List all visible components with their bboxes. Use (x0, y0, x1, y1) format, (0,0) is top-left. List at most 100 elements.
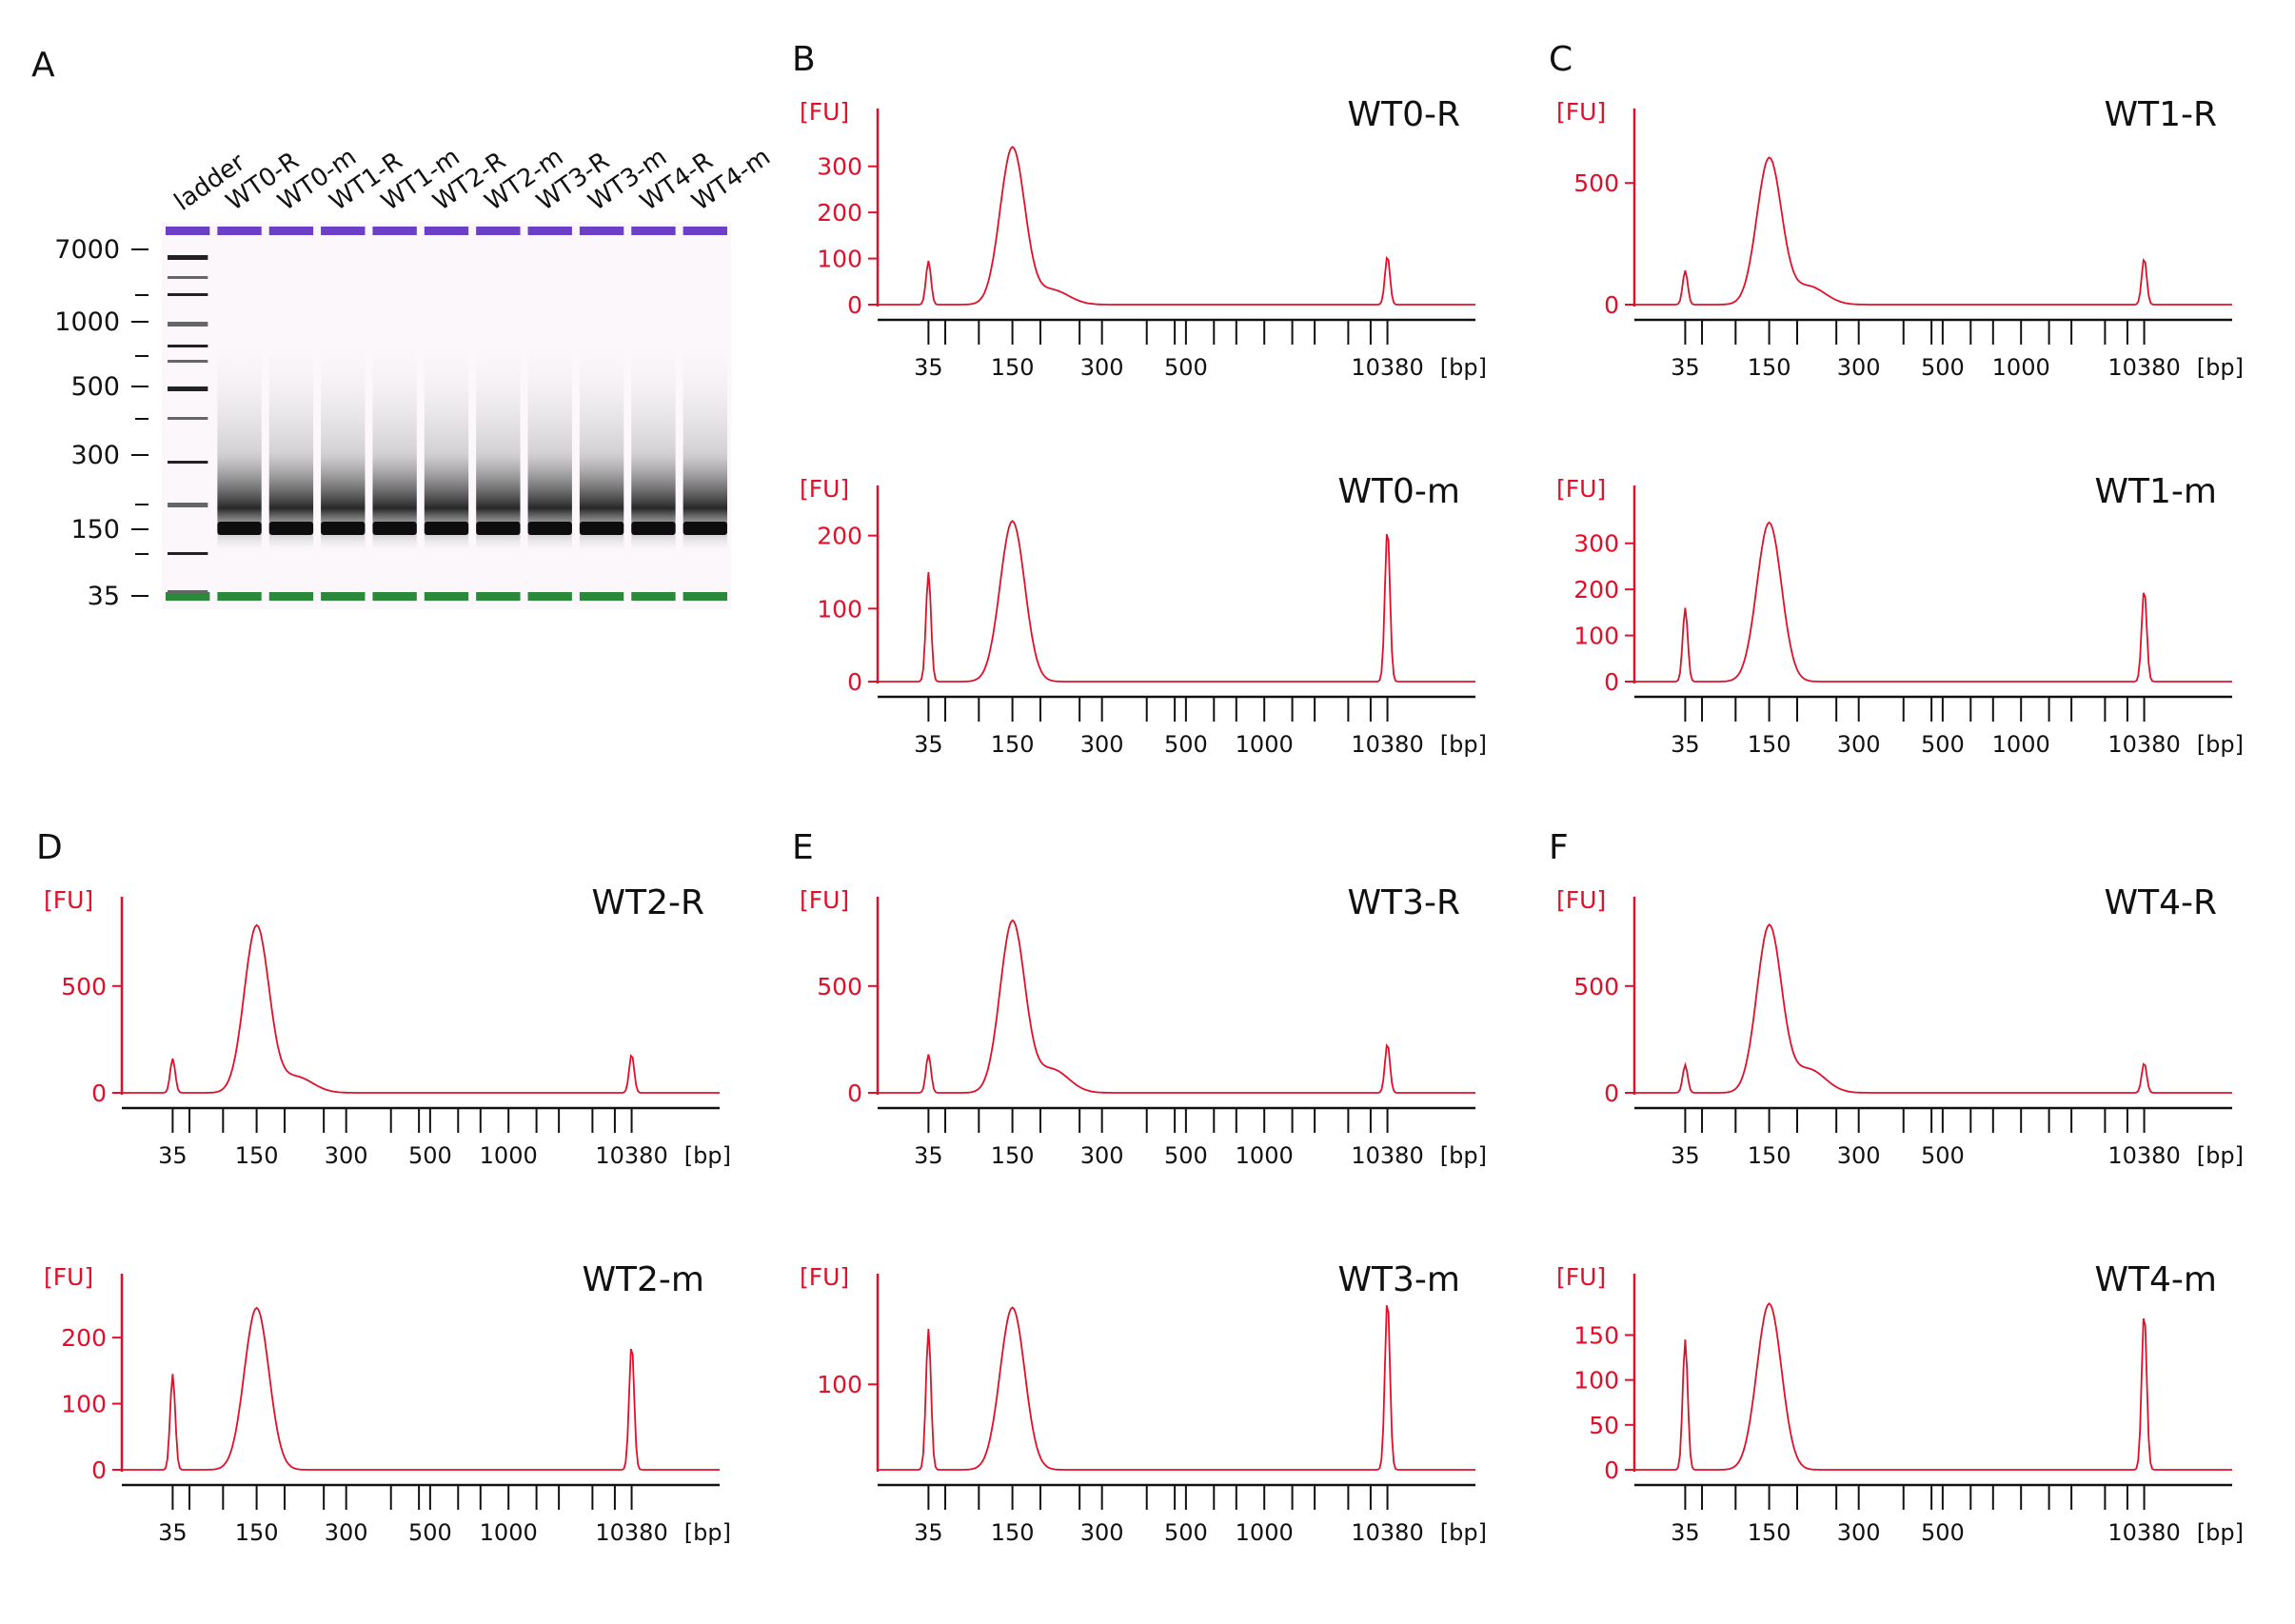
x-axis-unit: [bp] (684, 1519, 731, 1546)
y-tick-label: 200 (817, 199, 862, 227)
x-tick-label: 300 (1837, 1519, 1881, 1546)
upper-marker-band (631, 227, 676, 235)
sample-smear (579, 333, 624, 552)
sample-smear (321, 333, 366, 552)
ladder-band (168, 590, 208, 593)
gel-size-label: 150 (70, 515, 120, 545)
x-tick-label: 10380 (2107, 354, 2180, 381)
x-tick-label: 35 (914, 731, 943, 758)
gel-size-label: 300 (70, 441, 120, 470)
x-tick-label: 10380 (2107, 1142, 2180, 1169)
electropherogram-WT0-m: WT0-m [FU] 0 100 200 35 150 300 500 1000 10380 [bp] (800, 472, 1487, 758)
y-tick-label: 200 (817, 523, 862, 550)
sample-smear (683, 333, 727, 552)
y-axis-label: [FU] (800, 98, 849, 126)
x-tick-label: 500 (1164, 1519, 1208, 1546)
electropherogram-WT1-R: C WT1-R [FU] 0 500 35 150 300 500 1000 10380 [bp] (1549, 40, 2244, 381)
x-tick-label: 150 (1748, 731, 1791, 758)
x-tick-label: 300 (1080, 1519, 1124, 1546)
sample-smear (527, 333, 572, 552)
y-axis-label: [FU] (44, 1263, 93, 1291)
y-tick-label: 0 (1604, 1079, 1619, 1107)
y-tick-label: 100 (61, 1391, 107, 1418)
x-axis-unit: [bp] (2197, 1142, 2244, 1169)
y-tick-label: 500 (817, 973, 862, 1000)
x-tick-label: 150 (235, 1142, 279, 1169)
sample-main-band (424, 522, 469, 535)
x-axis-unit: [bp] (1440, 1519, 1487, 1546)
y-tick-label: 0 (847, 668, 862, 696)
x-tick-label: 300 (1837, 1142, 1881, 1169)
lower-marker-band (476, 592, 521, 601)
y-axis-label: [FU] (800, 886, 849, 914)
lower-marker-band (372, 592, 417, 601)
y-tick-label: 200 (1573, 576, 1619, 604)
y-axis-label: [FU] (800, 475, 849, 503)
x-tick-label: 500 (1164, 731, 1208, 758)
x-tick-label: 150 (1748, 1142, 1791, 1169)
y-tick-label: 100 (817, 595, 862, 623)
x-axis-unit: [bp] (1440, 354, 1487, 381)
x-tick-label: 150 (235, 1519, 279, 1546)
x-tick-label: 35 (158, 1142, 188, 1169)
lower-marker-band (166, 592, 210, 601)
trace-line (1634, 521, 2232, 683)
sample-title: WT1-R (2105, 95, 2218, 134)
x-axis-unit: [bp] (2197, 731, 2244, 758)
electropherogram-WT2-R: D WT2-R [FU] 0 500 35 150 300 500 1000 10380 [bp] (36, 828, 731, 1169)
trace-line (878, 919, 1475, 1094)
x-tick-label: 1000 (1236, 1142, 1294, 1169)
gel-size-label: 500 (70, 372, 120, 402)
y-axis-label: [FU] (800, 1263, 849, 1291)
x-axis-unit: [bp] (1440, 1142, 1487, 1169)
x-tick-label: 150 (1748, 354, 1791, 381)
x-tick-label: 500 (408, 1519, 452, 1546)
x-axis-unit: [bp] (1440, 731, 1487, 758)
sample-main-band (476, 522, 521, 535)
x-tick-label: 500 (1921, 1142, 1965, 1169)
x-tick-label: 35 (1671, 1519, 1700, 1546)
x-tick-label: 10380 (1351, 354, 1423, 381)
y-axis-label: [FU] (44, 886, 93, 914)
y-tick-label: 0 (91, 1456, 107, 1484)
lower-marker-band (424, 592, 469, 601)
lower-marker-band (268, 592, 314, 601)
x-tick-label: 150 (991, 1142, 1035, 1169)
sample-smear (631, 333, 676, 552)
ladder-band (168, 360, 208, 363)
upper-marker-band (527, 227, 572, 235)
x-axis-unit: [bp] (2197, 354, 2244, 381)
electropherogram-WT1-m: WT1-m [FU] 0 100 200 300 35 150 300 500 1000 10380 [… (1556, 472, 2244, 758)
panel-letter: D (36, 828, 63, 867)
sample-main-band (527, 522, 572, 535)
sample-smear (268, 333, 314, 552)
electropherogram-WT3-m: WT3-m [FU] 100 35 150 300 500 1000 10380 [bp] (800, 1260, 1487, 1546)
x-tick-label: 150 (1748, 1519, 1791, 1546)
y-axis-label: [FU] (1556, 886, 1606, 914)
sample-title: WT0-R (1348, 95, 1461, 134)
upper-marker-band (166, 227, 210, 235)
x-tick-label: 300 (1080, 731, 1124, 758)
y-tick-label: 0 (91, 1079, 107, 1107)
x-tick-label: 150 (991, 1519, 1035, 1546)
x-tick-label: 35 (914, 354, 943, 381)
y-axis-label: [FU] (1556, 98, 1606, 126)
ladder-band (168, 552, 208, 555)
upper-marker-band (424, 227, 469, 235)
upper-marker-band (268, 227, 314, 235)
upper-marker-band (372, 227, 417, 235)
trace-line (1634, 1302, 2232, 1471)
ladder-band (168, 386, 208, 391)
sample-title: WT4-m (2094, 1260, 2217, 1299)
x-tick-label: 300 (1080, 354, 1124, 381)
x-tick-label: 35 (1671, 354, 1700, 381)
trace-line (122, 923, 720, 1094)
y-tick-label: 0 (1604, 668, 1619, 696)
y-tick-label: 100 (817, 246, 862, 273)
x-tick-label: 1000 (480, 1142, 538, 1169)
upper-marker-band (579, 227, 624, 235)
upper-marker-band (217, 227, 262, 235)
panel-letter: F (1549, 828, 1569, 867)
x-tick-label: 500 (408, 1142, 452, 1169)
